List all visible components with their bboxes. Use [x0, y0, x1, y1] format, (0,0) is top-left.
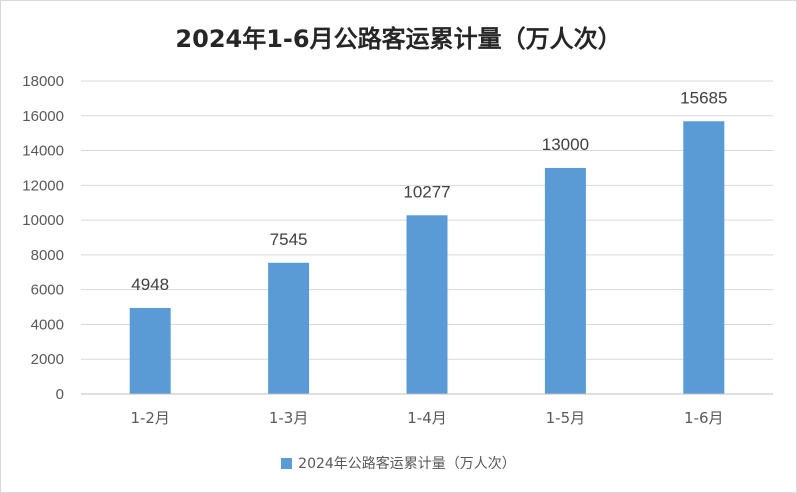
data-label: 4948 [131, 275, 169, 294]
chart-title: 2024年1-6月公路客运累计量（万人次） [175, 25, 622, 53]
data-label: 7545 [270, 230, 308, 249]
bar [406, 215, 448, 394]
y-tick-label: 18000 [22, 73, 64, 90]
x-tick-label: 1-5月 [546, 409, 586, 427]
data-label: 13000 [542, 135, 589, 154]
bar [268, 262, 310, 394]
y-tick-label: 8000 [31, 247, 64, 264]
y-tick-label: 12000 [22, 177, 64, 194]
x-tick-label: 1-2月 [130, 409, 170, 427]
data-label: 15685 [680, 88, 727, 107]
y-tick-label: 0 [56, 386, 64, 403]
bar [129, 307, 171, 394]
x-tick-label: 1-4月 [407, 409, 447, 427]
bar [544, 167, 586, 394]
legend-swatch [281, 457, 293, 469]
x-tick-label: 1-6月 [684, 409, 724, 427]
bar [683, 121, 725, 394]
chart-legend: 2024年公路客运累计量（万人次） [1, 453, 796, 473]
legend-label: 2024年公路客运累计量（万人次） [298, 456, 516, 472]
y-tick-label: 2000 [31, 351, 64, 368]
y-tick-label: 4000 [31, 316, 64, 333]
x-tick-label: 1-3月 [269, 409, 309, 427]
y-tick-label: 14000 [22, 143, 64, 160]
y-tick-label: 10000 [22, 212, 64, 229]
y-tick-label: 6000 [31, 282, 64, 299]
data-label: 10277 [403, 182, 450, 201]
y-tick-label: 16000 [22, 108, 64, 125]
